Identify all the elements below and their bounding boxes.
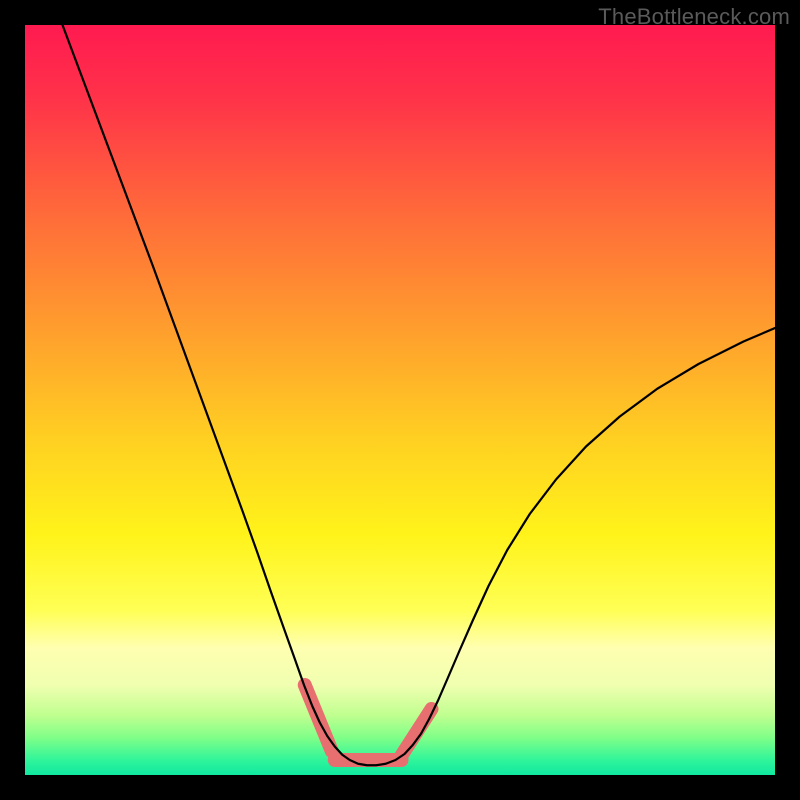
plot-area — [25, 25, 775, 775]
chart-frame: TheBottleneck.com — [0, 0, 800, 800]
gradient-background — [25, 25, 775, 775]
bottleneck-curve-chart — [25, 25, 775, 775]
